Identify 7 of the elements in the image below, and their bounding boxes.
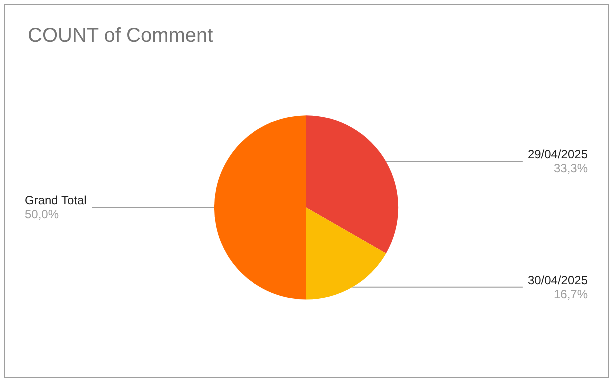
data-label: 16,7% bbox=[554, 287, 588, 302]
chart-title: COUNT of Comment bbox=[28, 25, 214, 47]
data-label: 50,0% bbox=[25, 208, 60, 222]
slice-label: Grand Total bbox=[25, 194, 87, 208]
slice-label: 29/04/2025 bbox=[528, 148, 588, 162]
data-label: 33,3% bbox=[554, 162, 588, 176]
slice-label: 30/04/2025 bbox=[528, 273, 588, 288]
